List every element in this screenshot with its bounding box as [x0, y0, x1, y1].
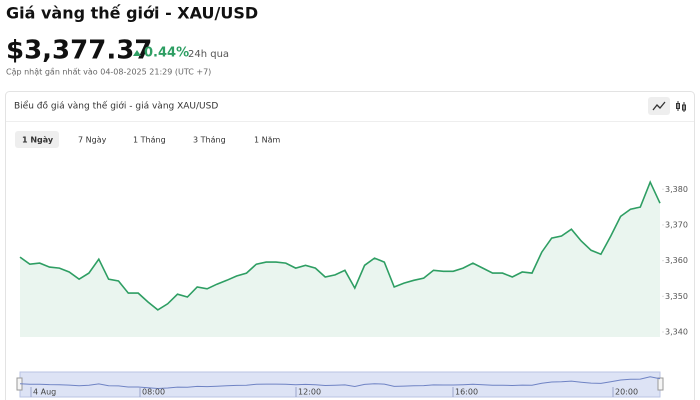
y-tick-label: 3,360: [665, 256, 688, 265]
card: [5, 91, 695, 400]
y-tick-label: 3,340: [665, 328, 688, 337]
area: [20, 182, 660, 337]
navigator-label: 08:00: [142, 388, 165, 397]
period: 24h qua: [188, 49, 229, 60]
candle-icon[interactable]: [676, 101, 686, 112]
navigator: [19, 371, 661, 398]
navigator-handle[interactable]: [657, 377, 664, 391]
navigator-label: 4 Aug: [33, 388, 56, 397]
chart: 3,340 3,350 3,360 3,370 3,380 4 Aug 08:00 12:00…: [16, 180, 688, 398]
tab[interactable]: 1 Ngày: [22, 136, 54, 145]
tabs: 1 Ngày 7 Ngày 1 Tháng 3 Tháng 1 Năm: [15, 131, 281, 148]
up-arrow: [133, 50, 141, 56]
tab-selected-bg: [15, 131, 59, 148]
change: 0.44%: [144, 46, 189, 61]
navigator-line: [19, 376, 661, 390]
tab[interactable]: 1 Tháng: [133, 136, 166, 145]
tab[interactable]: 3 Tháng: [193, 136, 226, 145]
page-title: Giá vàng thế giới - XAU/USD: [6, 4, 258, 23]
updated: Cập nhật gần nhất vào 04-08-2025 21:29 (…: [6, 67, 211, 78]
tab[interactable]: 1 Năm: [254, 136, 281, 145]
y-tick-label: 3,380: [665, 185, 688, 194]
price: $3,377.37: [6, 36, 152, 66]
tab[interactable]: 7 Ngày: [78, 136, 107, 145]
navigator-label: 16:00: [455, 388, 478, 397]
line-icon: [652, 101, 666, 111]
line: [19, 180, 661, 311]
navigator-label: 20:00: [615, 388, 638, 397]
line-chart-button[interactable]: [648, 97, 670, 115]
card-title: Biểu đồ giá vàng thế giới - giá vàng XAU…: [14, 101, 218, 112]
y-tick-label: 3,370: [665, 220, 688, 229]
y-tick-label: 3,350: [665, 292, 688, 301]
navigator-label: 12:00: [298, 388, 321, 397]
